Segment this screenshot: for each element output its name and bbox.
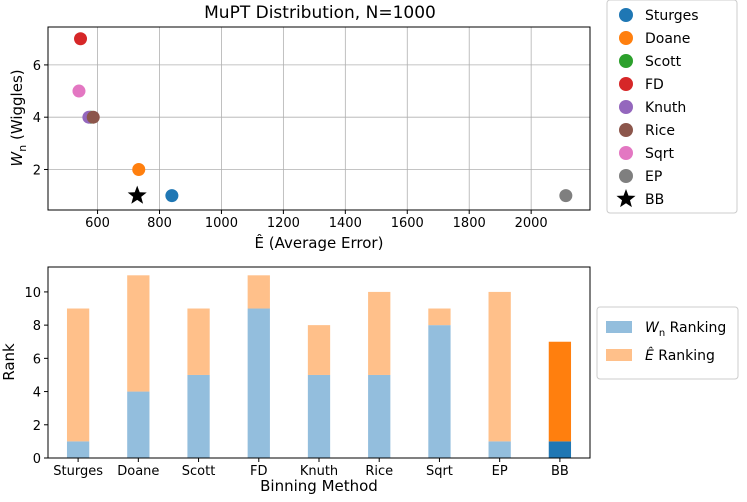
legend-marker-fd [619,77,633,91]
scatter-x-ticks: 600 800 1000 1200 1400 1600 1800 2000 [85,210,548,231]
bar-ep-e-ranking [488,291,511,442]
bar-sqrt-wn-ranking [428,325,451,458]
bar-x-tick-label-knuth: Knuth [300,464,338,479]
bar-y-tick-label: 4 [33,386,41,401]
legend-label-bb: BB [645,192,664,208]
bar-rice-wn-ranking [368,374,391,458]
scatter-title: MuPT Distribution, N=1000 [204,3,436,23]
scatter-legend-entries: Sturges Doane Scott FD Knuth Rice Sqrt EP BB [616,8,699,208]
bar-bb-wn-ranking [548,441,572,458]
scatter-x-tick-label: 1200 [267,216,300,231]
scatter-point-bb [127,185,147,204]
scatter-x-tick-label: 1600 [391,216,424,231]
bar-legend-swatch-e [606,349,632,361]
scatter-y-ticks: 2 4 6 [33,59,48,178]
bar-sturges-wn-ranking [66,441,90,458]
bar-x-tick-label-scott: Scott [182,464,216,479]
scatter-y-tick-label: 6 [33,59,41,74]
legend-label-sturges: Sturges [645,8,699,24]
bar-y-tick-label: 2 [33,419,41,434]
scatter-point-sturges [165,189,179,203]
scatter-point-ep [559,189,573,203]
bar-x-tick-label-doane: Doane [117,464,159,479]
bar-legend-entries: Wn Ranking Ê Ranking [606,320,726,364]
bar-y-axis-label: Rank [0,343,18,381]
bar-legend-swatch-wn [606,321,632,333]
legend-label-rice: Rice [645,123,675,139]
bar-doane-wn-ranking [127,391,150,458]
bar-ep-wn-ranking [488,441,511,458]
bar-scott-wn-ranking [187,374,210,458]
scatter-points [72,32,573,204]
bar-rice-e-ranking [368,291,391,375]
scatter-point-rice [86,110,100,124]
scatter-legend-frame [606,0,738,214]
legend-label-doane: Doane [645,31,690,47]
legend-label-ep: EP [645,169,662,185]
bar-x-tick-label-fd: FD [250,464,268,479]
bar-y-tick-label: 6 [33,352,41,367]
bar-knuth-wn-ranking [307,374,331,458]
legend-marker-scott [619,54,633,68]
bar-knuth-e-ranking [307,325,331,375]
scatter-x-tick-label: 1800 [453,216,486,231]
scatter-grid [48,27,590,210]
scatter-y-tick-label: 4 [33,111,41,126]
legend-marker-doane [619,31,633,45]
legend-marker-sqrt [619,146,633,160]
bar-legend-label-e: Ê Ranking [645,346,715,364]
bar-fd-e-ranking [247,275,270,309]
bar-x-ticks: Sturges Doane Scott FD Knuth Rice Sqrt EP BB [53,458,569,479]
bar-x-tick-label-sturges: Sturges [53,464,103,479]
bar-bb-e-ranking [548,341,572,442]
legend-marker-knuth [619,100,633,114]
bar-legend-label-wn: Wn Ranking [645,320,726,339]
bar-x-tick-label-sqrt: Sqrt [426,464,453,479]
legend-marker-sturges [619,8,633,22]
scatter-x-tick-label: 600 [85,216,110,231]
bar-doane-e-ranking [127,275,150,392]
bar-legend-frame [596,306,739,380]
bar-x-axis-label: Binning Method [260,477,378,495]
scatter-frame [47,26,591,211]
legend-marker-bb [616,189,636,208]
scatter-y-tick-label: 2 [33,163,41,178]
bar-legend: Wn Ranking Ê Ranking [596,306,739,380]
bar-y-tick-label: 0 [33,452,41,467]
bar-fd-wn-ranking [247,308,270,458]
scatter-plot: MuPT Distribution, N=1000 600 800 1000 1200… [8,3,591,252]
bar-x-tick-label-ep: EP [492,464,508,479]
legend-marker-rice [619,123,633,137]
scatter-x-axis-label: Ê (Average Error) [255,233,384,252]
scatter-legend: Sturges Doane Scott FD Knuth Rice Sqrt EP BB [606,0,738,214]
bar-y-tick-label: 10 [24,286,41,301]
scatter-y-axis-label: Wn (Wiggles) [8,69,29,166]
scatter-x-tick-label: 800 [147,216,172,231]
bar-chart: Sturges Doane Scott FD Knuth Rice Sqrt EP BB 0 2 4… [0,266,591,495]
scatter-x-tick-label: 1000 [205,216,238,231]
legend-label-knuth: Knuth [645,100,686,116]
bar-sqrt-e-ranking [428,308,451,326]
bar-y-ticks: 0 2 4 6 8 10 [24,286,48,467]
bar-scott-e-ranking [187,308,210,375]
scatter-x-tick-label: 2000 [515,216,548,231]
bar-y-tick-label: 8 [33,319,41,334]
scatter-x-tick-label: 1400 [329,216,362,231]
scatter-point-sqrt [72,84,86,98]
legend-label-fd: FD [645,77,664,93]
bar-marks [66,275,572,458]
bar-x-tick-label-rice: Rice [365,464,393,479]
scatter-point-doane [132,162,146,176]
bar-x-tick-label-bb: BB [551,464,569,479]
scatter-point-fd [74,32,88,46]
legend-marker-ep [619,169,633,183]
bar-sturges-e-ranking [66,308,90,442]
legend-label-sqrt: Sqrt [645,146,675,162]
legend-label-scott: Scott [645,54,682,70]
